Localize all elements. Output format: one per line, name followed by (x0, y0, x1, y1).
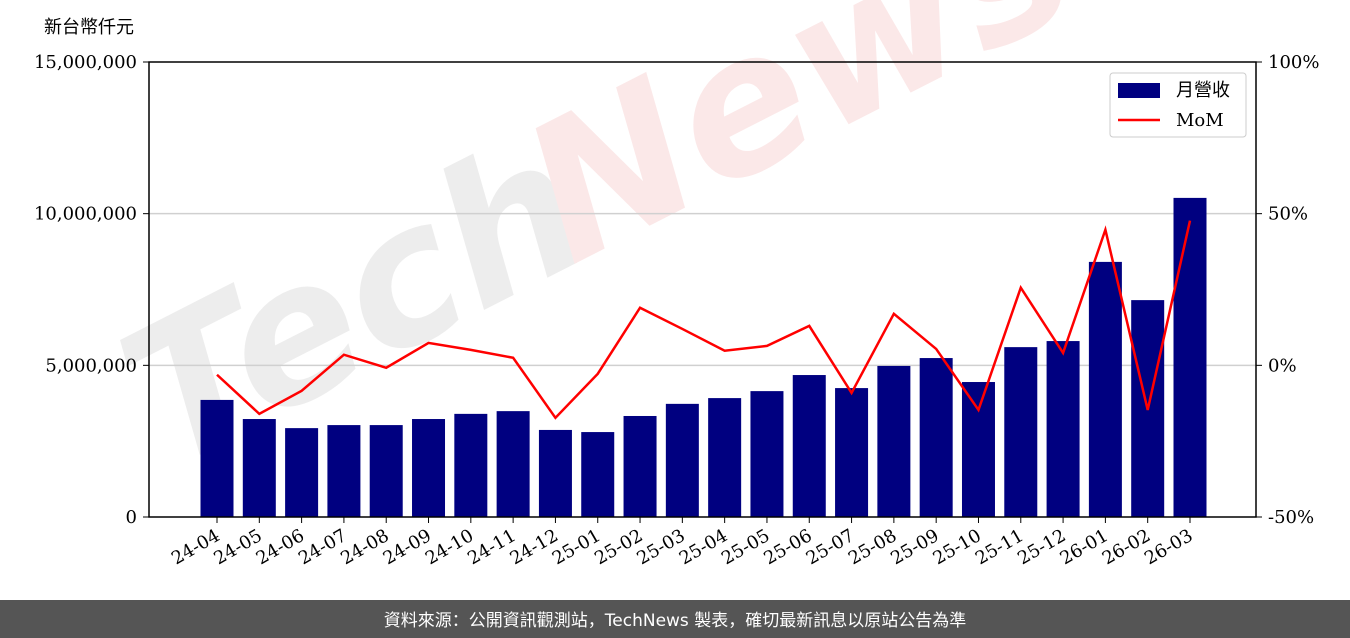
y-axis-label: 新台幣仟元 (44, 17, 134, 38)
bar (1004, 347, 1038, 517)
y-tick-label: 15,000,000 (34, 52, 137, 73)
bar (665, 403, 699, 517)
bar (242, 419, 276, 517)
y-tick-label: 10,000,000 (34, 204, 137, 225)
bar (792, 375, 826, 517)
legend-label: 月營收 (1176, 80, 1230, 101)
bar (581, 432, 615, 517)
bar (1088, 261, 1122, 517)
line (216, 220, 1192, 420)
bar (454, 413, 488, 517)
bar (285, 428, 319, 517)
bar (327, 425, 361, 517)
bar (200, 399, 234, 517)
bar (412, 419, 446, 517)
footer-band (0, 600, 1350, 638)
watermark-news: News (491, 0, 1105, 306)
y2-tick-label: 0% (1268, 355, 1297, 376)
footer: 資料來源：公開資訊觀測站，TechNews 製表，確切最新訊息以原站公告為準 (384, 611, 966, 631)
y2-tick-label: 100% (1268, 52, 1319, 73)
bar (919, 358, 953, 517)
y-tick-label: 5,000,000 (45, 355, 137, 376)
y2-tick-label: 50% (1268, 204, 1308, 225)
legend: 月營收 MoM (1109, 72, 1247, 138)
bar (835, 388, 869, 517)
y-tick-label: 0 (126, 507, 137, 528)
y2-tick-label: -50% (1268, 507, 1314, 528)
legend-label: MoM (1176, 110, 1224, 131)
bar (750, 391, 784, 517)
legend-swatch (1118, 83, 1160, 98)
bar (538, 429, 572, 517)
bar (708, 398, 742, 517)
bar (1046, 341, 1080, 517)
bar (369, 425, 403, 517)
bar (496, 411, 530, 517)
x-tick-label: 26-03 (1141, 525, 1196, 569)
bar (1173, 197, 1207, 518)
bar (961, 382, 995, 517)
plot-frame (148, 61, 1257, 518)
bar (877, 365, 911, 517)
bar (623, 415, 657, 517)
